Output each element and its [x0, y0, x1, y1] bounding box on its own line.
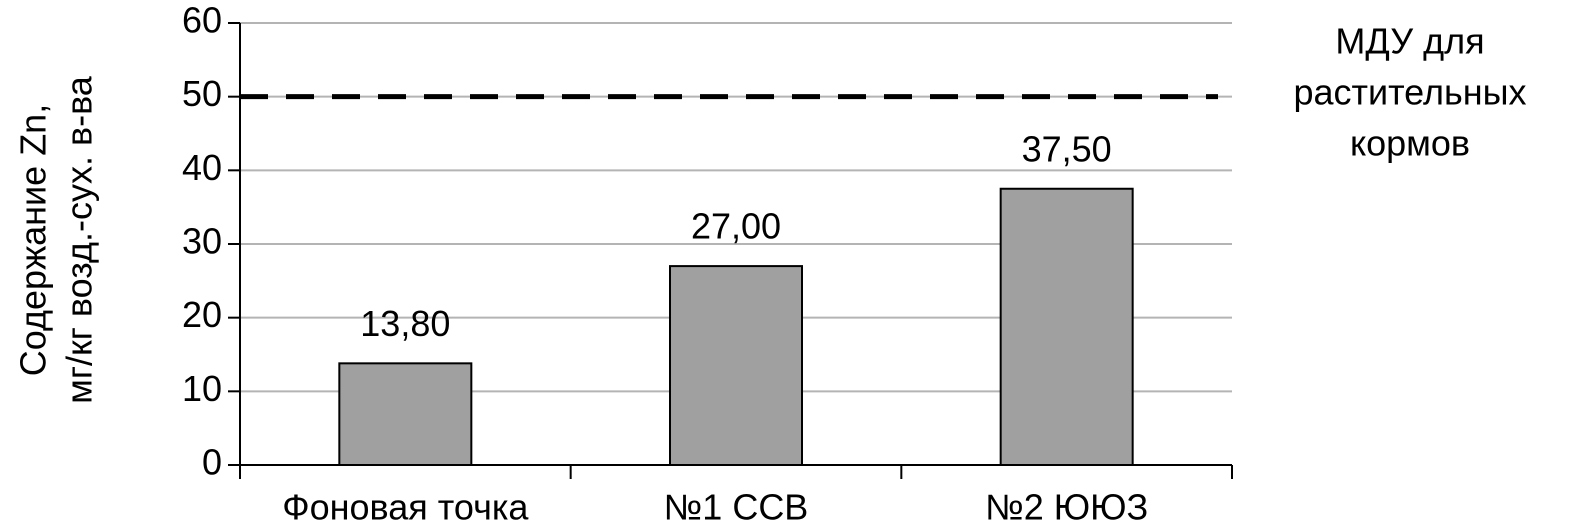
- y-tick-label: 30: [182, 221, 222, 262]
- y-tick-label: 10: [182, 368, 222, 409]
- y-tick-label: 40: [182, 147, 222, 188]
- y-axis-label-line: мг/кг возд.-сух. в-ва: [59, 75, 100, 404]
- reference-label: растительных: [1293, 72, 1526, 113]
- y-tick-label: 60: [182, 0, 222, 41]
- x-tick-label: №1 ССВ: [664, 487, 809, 528]
- y-tick-label: 20: [182, 294, 222, 335]
- data-label: 13,80: [360, 303, 450, 344]
- reference-label: кормов: [1350, 123, 1470, 164]
- reference-label: МДУ для: [1335, 21, 1484, 62]
- y-tick-label: 0: [202, 442, 222, 483]
- y-axis-label: Содержание Zn, мг/кг возд.-сух. в-ва: [13, 75, 100, 404]
- bar: [338, 362, 473, 466]
- data-label: 27,00: [691, 206, 781, 247]
- bar: [999, 187, 1134, 466]
- y-axis-label-line: Содержание Zn,: [13, 104, 54, 376]
- data-label: 37,50: [1022, 128, 1112, 169]
- y-tick-label: 50: [182, 73, 222, 114]
- x-tick-label: №2 ЮЮЗ: [985, 487, 1148, 528]
- bar: [669, 265, 803, 466]
- x-tick-label: Фоновая точка: [282, 487, 529, 528]
